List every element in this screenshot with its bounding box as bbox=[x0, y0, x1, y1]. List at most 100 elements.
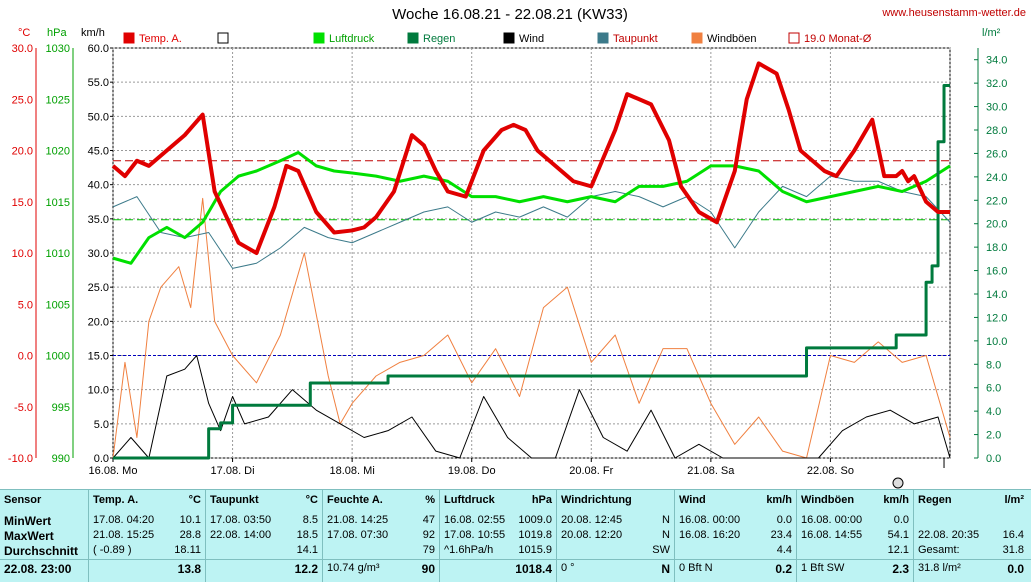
rain-unit: l/m² bbox=[982, 27, 1001, 39]
temp-max: 28.8 bbox=[179, 529, 201, 541]
col-dir: Windrichtung 20.08. 12:45 N 20.08. 12:20 N… bbox=[557, 490, 674, 582]
wind-min-time: 16.08. 00:00 bbox=[679, 514, 741, 526]
col-sensor: Sensor MinWert MaxWert Durchschnitt 22.0… bbox=[0, 490, 88, 582]
unit-rain: l/m² bbox=[1004, 494, 1024, 506]
chart-title: Woche 16.08.21 - 22.08.21 (KW33) bbox=[392, 6, 628, 23]
unit-wind: km/h bbox=[766, 494, 792, 506]
dew-max: 18.5 bbox=[296, 529, 318, 541]
legend-label-gust: Windböen bbox=[707, 33, 757, 45]
press-min-time: 16.08. 02:55 bbox=[444, 514, 506, 526]
temp-max-time: 21.08. 15:25 bbox=[93, 529, 155, 541]
series-wind bbox=[112, 355, 951, 459]
col-sep bbox=[205, 490, 206, 582]
dew-now: 12.2 bbox=[294, 562, 318, 576]
legend-swatch-wind bbox=[503, 32, 515, 44]
day-label: 16.08. Mo bbox=[89, 465, 138, 477]
legend-label-temp: Temp. A. bbox=[139, 33, 182, 45]
unit-press: hPa bbox=[531, 494, 552, 506]
wind-max-time: 16.08. 16:20 bbox=[679, 529, 741, 541]
dir-min: N bbox=[662, 514, 670, 526]
wind-max: 23.4 bbox=[770, 529, 792, 541]
hum-now: 90 bbox=[421, 562, 435, 576]
rain-tick-label: 18.0 bbox=[986, 242, 1007, 254]
hdr-temp: Temp. A. bbox=[93, 494, 139, 506]
dew-min: 8.5 bbox=[302, 514, 318, 526]
wind-tick-label: 60.0 bbox=[88, 43, 109, 55]
series-temp bbox=[111, 61, 950, 255]
hdr-dir: Windrichtung bbox=[561, 494, 632, 506]
press-max: 1019.8 bbox=[518, 529, 552, 541]
rain-tick-label: 4.0 bbox=[986, 406, 1001, 418]
day-label: 18.08. Mi bbox=[330, 465, 375, 477]
rain-tick-label: 24.0 bbox=[986, 172, 1007, 184]
day-label: 17.08. Di bbox=[211, 465, 255, 477]
col-sep bbox=[556, 490, 557, 582]
press-min: 1009.0 bbox=[518, 514, 552, 526]
wind-tick-label: 5.0 bbox=[94, 419, 109, 431]
day-label: 20.08. Fr bbox=[569, 465, 613, 477]
gust-now: 2.3 bbox=[892, 562, 909, 576]
gust-max-time: 16.08. 14:55 bbox=[801, 529, 863, 541]
legend-swatch-blank bbox=[217, 32, 229, 44]
dir-min-time: 20.08. 12:45 bbox=[561, 514, 623, 526]
col-rain: Regen l/m² 22.08. 20:35 16.4 Gesamt: 31.8 3… bbox=[914, 490, 1028, 582]
press-avg: 1015.9 bbox=[518, 544, 552, 556]
wind-tick-label: 40.0 bbox=[88, 180, 109, 192]
wind-tick-label: 0.0 bbox=[94, 453, 109, 465]
rain-tick-label: 26.0 bbox=[986, 148, 1007, 160]
press-tick-label: 1020 bbox=[46, 146, 70, 158]
wind-tick-label: 45.0 bbox=[88, 146, 109, 158]
wind-bft: 0 Bft N bbox=[679, 562, 713, 574]
legend: Temp. A. Luftdruck Regen Wind Taupunkt Windbö… bbox=[123, 32, 872, 45]
rain-tick-label: 0.0 bbox=[986, 453, 1001, 465]
label-now: 22.08. 23:00 bbox=[4, 562, 72, 576]
rain-tick-label: 12.0 bbox=[986, 312, 1007, 324]
press-tick-label: 1025 bbox=[46, 94, 70, 106]
gust-bft: 1 Bft SW bbox=[801, 562, 845, 574]
rain-max-time: 22.08. 20:35 bbox=[918, 529, 980, 541]
press-now: 1018.4 bbox=[515, 562, 552, 576]
temp-tick-label: 30.0 bbox=[12, 43, 33, 55]
dew-max-time: 22.08. 14:00 bbox=[210, 529, 272, 541]
col-dew: Taupunkt °C 17.08. 03:50 8.5 22.08. 14:00 1… bbox=[206, 490, 322, 582]
rain-tick-label: 30.0 bbox=[986, 102, 1007, 114]
gust-avg: 12.1 bbox=[887, 544, 909, 556]
wind-avg: 4.4 bbox=[776, 544, 792, 556]
col-gust: Windböen km/h 16.08. 00:00 0.0 16.08. 14:5… bbox=[797, 490, 913, 582]
day-label: 19.08. Do bbox=[448, 465, 496, 477]
rain-tick-label: 34.0 bbox=[986, 55, 1007, 67]
hdr-wind: Wind bbox=[679, 494, 706, 506]
legend-swatch-gust bbox=[691, 32, 703, 44]
wind-tick-label: 15.0 bbox=[88, 351, 109, 363]
rain-tick-label: 28.0 bbox=[986, 125, 1007, 137]
unit-hum: % bbox=[425, 494, 435, 506]
legend-label-dew: Taupunkt bbox=[613, 33, 658, 45]
rain-max: 16.4 bbox=[1002, 529, 1024, 541]
hum-max: 92 bbox=[422, 529, 435, 541]
temp-dev: ( -0.89 ) bbox=[93, 544, 132, 556]
hdr-dew: Taupunkt bbox=[210, 494, 259, 506]
temp-min-time: 17.08. 04:20 bbox=[93, 514, 155, 526]
press-tick-label: 1005 bbox=[46, 299, 70, 311]
temp-unit: °C bbox=[18, 27, 30, 39]
temp-avg: 18.11 bbox=[174, 544, 201, 556]
dew-min-time: 17.08. 03:50 bbox=[210, 514, 272, 526]
rain-tick-label: 22.0 bbox=[986, 195, 1007, 207]
temp-tick-label: 10.0 bbox=[12, 248, 33, 260]
site-link[interactable]: www.heusenstamm-wetter.de bbox=[882, 7, 1026, 19]
hdr-gust: Windböen bbox=[801, 494, 855, 506]
press-tick-label: 995 bbox=[52, 402, 70, 414]
temp-tick-label: -10.0 bbox=[8, 453, 33, 465]
day-label: 21.08. Sa bbox=[687, 465, 735, 477]
wind-min: 0.0 bbox=[776, 514, 792, 526]
rain-sum: 31.8 l/m² bbox=[918, 562, 961, 574]
series-dew bbox=[112, 175, 951, 269]
series-pressure bbox=[112, 151, 951, 265]
gust-min-time: 16.08. 00:00 bbox=[801, 514, 863, 526]
col-wind: Wind km/h 16.08. 00:00 0.0 16.08. 16:20 23.… bbox=[675, 490, 796, 582]
legend-label-press: Luftdruck bbox=[329, 33, 375, 45]
label-avg: Durchschnitt bbox=[4, 544, 79, 558]
legend-swatch-press bbox=[313, 32, 325, 44]
legend-swatch-dew bbox=[597, 32, 609, 44]
legend-swatch-rain bbox=[407, 32, 419, 44]
